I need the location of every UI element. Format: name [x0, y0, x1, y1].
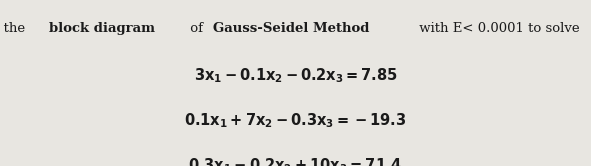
Text: with E< 0.0001 to solve: with E< 0.0001 to solve [415, 22, 580, 35]
Text: of: of [186, 22, 207, 35]
Text: $\mathbf{3x_1 - 0.1x_2 - 0.2x_3 = 7.85}$: $\mathbf{3x_1 - 0.1x_2 - 0.2x_3 = 7.85}$ [194, 66, 397, 85]
Text: block diagram: block diagram [49, 22, 155, 35]
Text: Gauss-Seidel Method: Gauss-Seidel Method [213, 22, 370, 35]
Text: Draw the: Draw the [0, 22, 30, 35]
Text: $\mathbf{0.1x_1 + 7x_2 - 0.3x_3 = -19.3}$: $\mathbf{0.1x_1 + 7x_2 - 0.3x_3 = -19.3}… [184, 111, 407, 130]
Text: $\mathbf{0.3x_1 - 0.2x_2 + 10x_3 = 71.4}$: $\mathbf{0.3x_1 - 0.2x_2 + 10x_3 = 71.4}… [189, 156, 402, 166]
